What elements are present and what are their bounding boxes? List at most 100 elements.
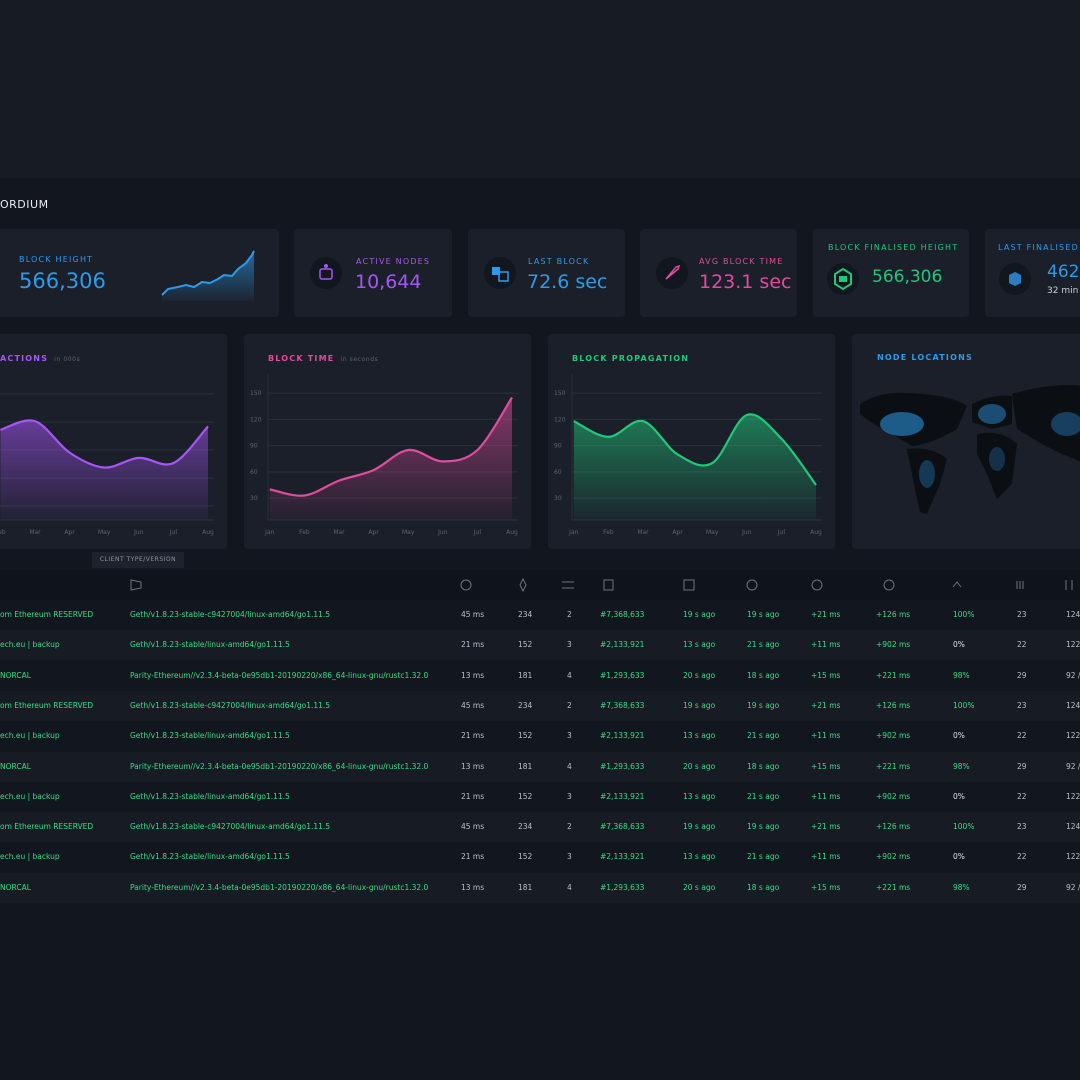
table-cell: 18 s ago (747, 670, 780, 680)
table-cell: om Ethereum RESERVED (0, 700, 94, 710)
tooltip: CLIENT TYPE/VERSION (92, 552, 184, 568)
y-tick-label: 30 (250, 495, 258, 502)
table-cell: 45 ms (461, 700, 485, 710)
table-cell: +902 ms (876, 791, 911, 801)
x-tick-label: Jul (169, 529, 178, 536)
stat-label: ACTIVE NODES (356, 257, 431, 266)
area (0, 420, 209, 520)
table-cell: 92 / (1066, 670, 1080, 680)
table-cell: 234 (518, 610, 533, 619)
table-cell: #7,368,633 (600, 700, 645, 710)
chart-panel: BLOCK TIME in seconds 150 120 90 60 30 Jan Feb Ma… (244, 334, 531, 549)
table-cell: +126 ms (876, 822, 911, 832)
stat-card: LAST FINALISED B 462 32 min (985, 229, 1080, 317)
x-tick-label: Feb (0, 529, 6, 536)
table-cell: +126 ms (876, 610, 911, 619)
icon (492, 267, 509, 282)
chart-title: ACTIONS (0, 354, 48, 363)
table-row: ech.eu | backup Geth/v1.8.23-stable/linux… (0, 721, 1080, 752)
table-cell: 2 (567, 700, 572, 710)
table-row: om Ethereum RESERVED Geth/v1.8.23-stable-… (0, 690, 1080, 721)
x-tick-label: Mar (637, 529, 649, 536)
map-title: NODE LOCATIONS (877, 353, 973, 362)
stat-value: 72.6 sec (527, 271, 608, 293)
table-cell: 98% (953, 882, 970, 892)
table-row: om Ethereum RESERVED Geth/v1.8.23-stable-… (0, 600, 1080, 630)
stat-value: 123.1 sec (699, 271, 792, 293)
table-cell: 124 (1066, 610, 1080, 619)
stat-label: LAST BLOCK (528, 257, 590, 266)
table-cell: +221 ms (876, 670, 911, 680)
table-cell: 18 s ago (747, 882, 780, 892)
table-cell: 19 s ago (683, 822, 716, 832)
stat-label: BLOCK HEIGHT (19, 255, 94, 264)
icon-shape (492, 267, 500, 275)
table-cell: 20 s ago (683, 670, 716, 680)
continent (972, 395, 1012, 429)
continent (977, 432, 1017, 499)
table-cell: 20 s ago (683, 761, 716, 771)
table-row: om Ethereum RESERVED Geth/v1.8.23-stable-… (0, 812, 1080, 843)
x-tick-label: Jan (568, 529, 578, 536)
y-tick-label: 30 (554, 495, 562, 502)
chart-title: BLOCK PROPAGATION (572, 354, 689, 363)
table-cell: 13 ms (461, 882, 485, 892)
icon (319, 264, 333, 280)
header-icon (1016, 581, 1024, 589)
table-cell: +902 ms (876, 852, 911, 862)
header-icon (811, 579, 823, 591)
table-cell: 13 ms (461, 761, 485, 771)
table-cell: 152 (518, 852, 533, 862)
table-cell: NORCAL (0, 761, 31, 771)
icon (1009, 272, 1021, 286)
table-cell: 18 s ago (747, 761, 780, 771)
stat-icon (827, 263, 859, 295)
y-tick-label: 150 (250, 390, 262, 397)
chart-subtitle: in 000s (54, 356, 80, 363)
table-cell: #1,293,633 (600, 761, 645, 771)
header-icon (1065, 580, 1073, 590)
icon-shape (839, 276, 847, 282)
x-tick-label: Apr (672, 529, 683, 536)
header-icon (883, 579, 895, 591)
table-cell: 181 (518, 670, 533, 680)
table-cell: +902 ms (876, 731, 911, 741)
x-tick-label: May (706, 529, 719, 536)
icon-shape (834, 267, 852, 291)
table-cell: 21 ms (461, 640, 485, 650)
x-tick-label: Jun (437, 529, 448, 536)
node-cluster (919, 460, 935, 488)
x-tick-label: Apr (64, 529, 75, 536)
table-cell: 234 (518, 822, 533, 832)
sparkline-area (162, 251, 254, 301)
sparkline-line (161, 250, 255, 296)
x-tick-label: Jul (473, 529, 482, 536)
table-cell: 0% (953, 640, 965, 650)
table-cell: 19 s ago (747, 822, 780, 832)
table-cell: 152 (518, 791, 533, 801)
x-tick-label: Apr (368, 529, 379, 536)
table-cell: #1,293,633 (600, 882, 645, 892)
chart: BLOCK PROPAGATION 150 120 90 60 30 Jan Feb Mar Ap… (554, 354, 822, 536)
table-cell: 3 (567, 791, 572, 801)
x-tick-label: Jun (133, 529, 144, 536)
node-cluster (1051, 412, 1080, 436)
table-cell: 13 ms (461, 670, 485, 680)
table-cell: 152 (518, 640, 533, 650)
stat-value: 462 (1047, 262, 1080, 282)
table-cell: 98% (953, 761, 970, 771)
table-cell: Geth/v1.8.23-stable-c9427004/linux-amd64… (130, 822, 331, 832)
table-cell: +11 ms (811, 640, 841, 650)
table-cell: #2,133,921 (600, 852, 645, 862)
table-cell: 29 (1017, 761, 1027, 771)
table-cell: 92 / (1066, 761, 1080, 771)
table-row: ech.eu | backup Geth/v1.8.23-stable/linux… (0, 781, 1080, 812)
table-cell: om Ethereum RESERVED (0, 822, 94, 832)
table-cell: Parity-Ethereum//v2.3.4-beta-0e95db1-201… (130, 882, 429, 892)
sparkline (161, 250, 255, 301)
header-icon (519, 577, 527, 593)
table-cell: +11 ms (811, 852, 841, 862)
brand: ORDIUM (0, 198, 49, 211)
continent (1012, 385, 1080, 462)
